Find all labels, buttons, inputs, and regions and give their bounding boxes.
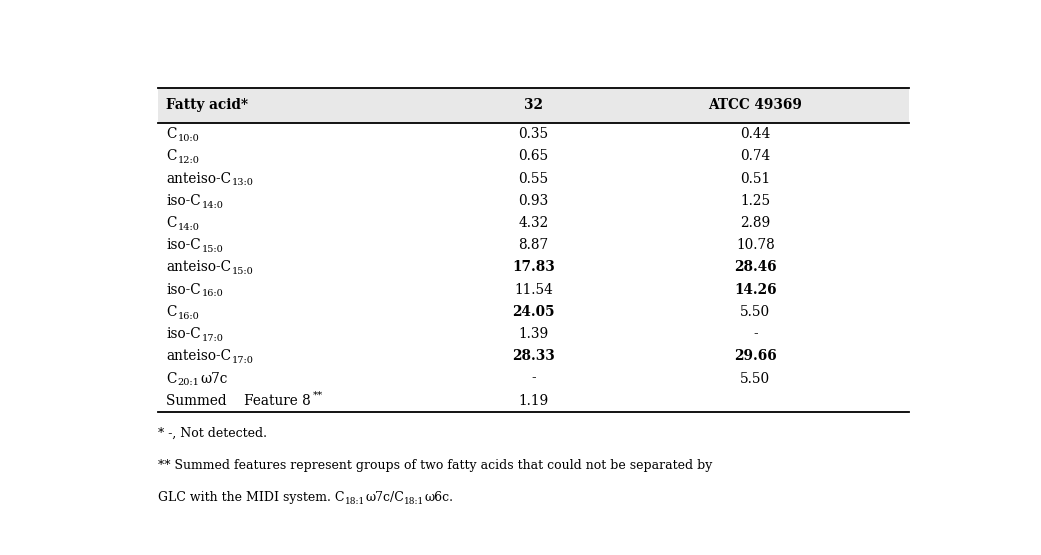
- Text: 15:0: 15:0: [202, 245, 224, 254]
- Text: 0.93: 0.93: [518, 194, 549, 208]
- Text: 20:1: 20:1: [178, 379, 200, 387]
- Text: 12:0: 12:0: [178, 156, 200, 165]
- Text: Fatty acid*: Fatty acid*: [167, 98, 249, 113]
- Text: 1.39: 1.39: [518, 327, 549, 341]
- Text: iso-C: iso-C: [167, 194, 201, 208]
- Text: 24.05: 24.05: [512, 305, 555, 319]
- Text: ω6c.: ω6c.: [425, 491, 453, 504]
- Text: 0.35: 0.35: [518, 127, 549, 141]
- Text: 0.51: 0.51: [740, 171, 770, 185]
- Text: 17:0: 17:0: [232, 356, 254, 365]
- Text: 14:0: 14:0: [178, 223, 200, 232]
- Text: ω7c: ω7c: [200, 371, 228, 386]
- Text: 16:0: 16:0: [178, 312, 200, 321]
- Text: 2.89: 2.89: [740, 216, 770, 230]
- Text: 32: 32: [524, 98, 543, 113]
- Text: C: C: [167, 127, 177, 141]
- Text: 18:1: 18:1: [345, 497, 365, 506]
- Text: 0.74: 0.74: [740, 149, 770, 163]
- Text: ω7c/C: ω7c/C: [365, 491, 404, 504]
- Text: 10:0: 10:0: [178, 134, 200, 143]
- Text: * -, Not detected.: * -, Not detected.: [158, 427, 268, 440]
- Text: iso-C: iso-C: [167, 238, 201, 252]
- Text: C: C: [167, 371, 177, 386]
- Text: Summed    Feature 8: Summed Feature 8: [167, 394, 311, 408]
- Text: 8.87: 8.87: [518, 238, 549, 252]
- Text: C: C: [167, 149, 177, 163]
- Text: 29.66: 29.66: [734, 349, 777, 364]
- Text: 15:0: 15:0: [232, 267, 254, 276]
- Text: -: -: [531, 371, 536, 386]
- Text: 0.55: 0.55: [518, 171, 549, 185]
- Text: 18:1: 18:1: [404, 497, 425, 506]
- Text: C: C: [167, 216, 177, 230]
- Text: 14.26: 14.26: [734, 282, 777, 297]
- Text: iso-C: iso-C: [167, 282, 201, 297]
- Text: 14:0: 14:0: [202, 200, 224, 210]
- Text: ** Summed features represent groups of two fatty acids that could not be separat: ** Summed features represent groups of t…: [158, 459, 713, 472]
- Text: 4.32: 4.32: [518, 216, 549, 230]
- Text: 5.50: 5.50: [740, 305, 770, 319]
- Text: C: C: [167, 305, 177, 319]
- Text: ATCC 49369: ATCC 49369: [709, 98, 803, 113]
- Text: GLC with the MIDI system. C: GLC with the MIDI system. C: [158, 491, 345, 504]
- Text: 10.78: 10.78: [736, 238, 775, 252]
- Text: 16:0: 16:0: [202, 290, 224, 299]
- Text: 1.19: 1.19: [518, 394, 549, 408]
- Text: **: **: [312, 391, 323, 400]
- Text: 13:0: 13:0: [232, 178, 254, 188]
- Text: 28.33: 28.33: [512, 349, 555, 364]
- Text: anteiso-C: anteiso-C: [167, 260, 231, 275]
- Text: 17:0: 17:0: [202, 334, 224, 343]
- Text: anteiso-C: anteiso-C: [167, 171, 231, 185]
- Bar: [158, 88, 909, 123]
- Text: 5.50: 5.50: [740, 371, 770, 386]
- Text: 0.65: 0.65: [518, 149, 549, 163]
- Text: anteiso-C: anteiso-C: [167, 349, 231, 364]
- Text: -: -: [753, 327, 758, 341]
- Text: 1.25: 1.25: [740, 194, 770, 208]
- Text: 28.46: 28.46: [734, 260, 777, 275]
- Text: 17.83: 17.83: [512, 260, 555, 275]
- Text: iso-C: iso-C: [167, 327, 201, 341]
- Text: 0.44: 0.44: [740, 127, 770, 141]
- Text: 11.54: 11.54: [514, 282, 553, 297]
